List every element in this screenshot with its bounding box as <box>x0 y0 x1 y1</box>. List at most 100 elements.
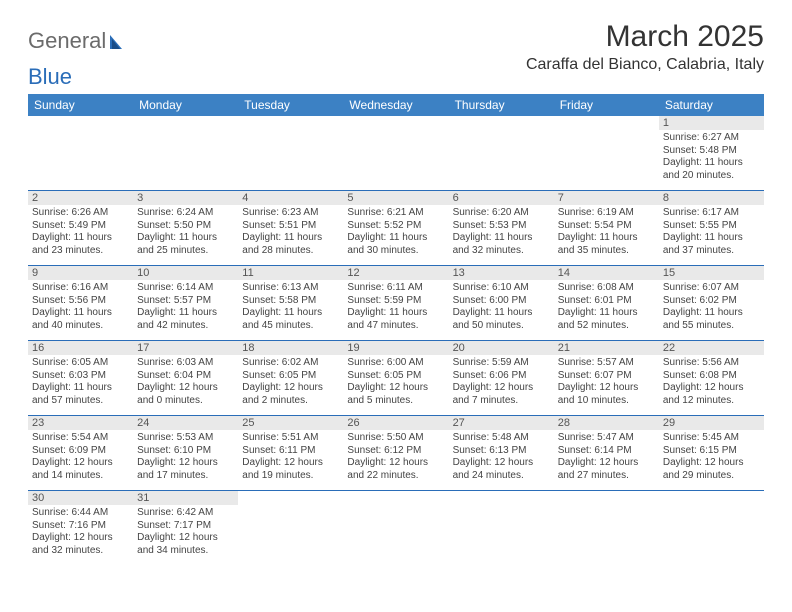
sunrise-text: Sunrise: 6:23 AM <box>242 207 339 220</box>
daylight-text: Daylight: 11 hours and 42 minutes. <box>137 307 234 332</box>
day-details: Sunrise: 6:14 AMSunset: 5:57 PMDaylight:… <box>133 280 238 334</box>
sunset-text: Sunset: 6:11 PM <box>242 445 339 458</box>
calendar-day-cell: 11Sunrise: 6:13 AMSunset: 5:58 PMDayligh… <box>238 266 343 341</box>
sunrise-text: Sunrise: 6:19 AM <box>558 207 655 220</box>
daylight-text: Daylight: 11 hours and 28 minutes. <box>242 232 339 257</box>
day-details: Sunrise: 6:07 AMSunset: 6:02 PMDaylight:… <box>659 280 764 334</box>
calendar-day-cell: 3Sunrise: 6:24 AMSunset: 5:50 PMDaylight… <box>133 191 238 266</box>
sunrise-text: Sunrise: 6:13 AM <box>242 282 339 295</box>
calendar-day-cell <box>659 491 764 566</box>
calendar-day-cell <box>554 116 659 191</box>
sunrise-text: Sunrise: 6:11 AM <box>347 282 444 295</box>
calendar-table: SundayMondayTuesdayWednesdayThursdayFrid… <box>28 94 764 565</box>
sunset-text: Sunset: 6:06 PM <box>453 370 550 383</box>
day-details: Sunrise: 6:05 AMSunset: 6:03 PMDaylight:… <box>28 355 133 409</box>
day-number: 29 <box>659 416 764 430</box>
sunset-text: Sunset: 5:56 PM <box>32 295 129 308</box>
sunset-text: Sunset: 7:17 PM <box>137 520 234 533</box>
sunset-text: Sunset: 6:01 PM <box>558 295 655 308</box>
calendar-day-cell <box>449 491 554 566</box>
day-details: Sunrise: 6:17 AMSunset: 5:55 PMDaylight:… <box>659 205 764 259</box>
sunset-text: Sunset: 6:05 PM <box>242 370 339 383</box>
calendar-day-cell: 12Sunrise: 6:11 AMSunset: 5:59 PMDayligh… <box>343 266 448 341</box>
sunrise-text: Sunrise: 6:42 AM <box>137 507 234 520</box>
sunrise-text: Sunrise: 6:00 AM <box>347 357 444 370</box>
logo-text-2: Blue <box>28 64 764 90</box>
day-details: Sunrise: 6:19 AMSunset: 5:54 PMDaylight:… <box>554 205 659 259</box>
calendar-week-row: 2Sunrise: 6:26 AMSunset: 5:49 PMDaylight… <box>28 191 764 266</box>
day-details: Sunrise: 6:42 AMSunset: 7:17 PMDaylight:… <box>133 505 238 559</box>
calendar-day-cell: 8Sunrise: 6:17 AMSunset: 5:55 PMDaylight… <box>659 191 764 266</box>
calendar-day-cell: 6Sunrise: 6:20 AMSunset: 5:53 PMDaylight… <box>449 191 554 266</box>
day-details: Sunrise: 6:10 AMSunset: 6:00 PMDaylight:… <box>449 280 554 334</box>
calendar-week-row: 23Sunrise: 5:54 AMSunset: 6:09 PMDayligh… <box>28 416 764 491</box>
daylight-text: Daylight: 11 hours and 23 minutes. <box>32 232 129 257</box>
calendar-day-cell: 19Sunrise: 6:00 AMSunset: 6:05 PMDayligh… <box>343 341 448 416</box>
sunrise-text: Sunrise: 6:02 AM <box>242 357 339 370</box>
calendar-day-cell <box>554 491 659 566</box>
sunset-text: Sunset: 5:54 PM <box>558 220 655 233</box>
calendar-day-cell: 13Sunrise: 6:10 AMSunset: 6:00 PMDayligh… <box>449 266 554 341</box>
dow-header: Tuesday <box>238 94 343 116</box>
day-number: 17 <box>133 341 238 355</box>
sunset-text: Sunset: 7:16 PM <box>32 520 129 533</box>
day-details: Sunrise: 6:02 AMSunset: 6:05 PMDaylight:… <box>238 355 343 409</box>
dow-header: Wednesday <box>343 94 448 116</box>
day-number: 11 <box>238 266 343 280</box>
calendar-day-cell: 26Sunrise: 5:50 AMSunset: 6:12 PMDayligh… <box>343 416 448 491</box>
sunrise-text: Sunrise: 6:07 AM <box>663 282 760 295</box>
page-title: March 2025 <box>526 20 764 54</box>
daylight-text: Daylight: 11 hours and 37 minutes. <box>663 232 760 257</box>
calendar-day-cell: 29Sunrise: 5:45 AMSunset: 6:15 PMDayligh… <box>659 416 764 491</box>
calendar-day-cell: 2Sunrise: 6:26 AMSunset: 5:49 PMDaylight… <box>28 191 133 266</box>
sunrise-text: Sunrise: 5:54 AM <box>32 432 129 445</box>
sunset-text: Sunset: 5:48 PM <box>663 145 760 158</box>
daylight-text: Daylight: 12 hours and 29 minutes. <box>663 457 760 482</box>
dow-header: Friday <box>554 94 659 116</box>
logo-text-1: General <box>28 28 106 54</box>
calendar-day-cell: 1Sunrise: 6:27 AMSunset: 5:48 PMDaylight… <box>659 116 764 191</box>
day-number: 8 <box>659 191 764 205</box>
calendar-day-cell <box>238 491 343 566</box>
day-number: 13 <box>449 266 554 280</box>
day-details: Sunrise: 5:53 AMSunset: 6:10 PMDaylight:… <box>133 430 238 484</box>
sunset-text: Sunset: 5:59 PM <box>347 295 444 308</box>
sunset-text: Sunset: 6:09 PM <box>32 445 129 458</box>
sunset-text: Sunset: 6:02 PM <box>663 295 760 308</box>
day-details: Sunrise: 6:21 AMSunset: 5:52 PMDaylight:… <box>343 205 448 259</box>
daylight-text: Daylight: 11 hours and 30 minutes. <box>347 232 444 257</box>
sunset-text: Sunset: 6:00 PM <box>453 295 550 308</box>
daylight-text: Daylight: 12 hours and 19 minutes. <box>242 457 339 482</box>
day-details: Sunrise: 6:44 AMSunset: 7:16 PMDaylight:… <box>28 505 133 559</box>
sunset-text: Sunset: 6:15 PM <box>663 445 760 458</box>
logo-sail-icon <box>108 33 128 51</box>
sunrise-text: Sunrise: 6:03 AM <box>137 357 234 370</box>
day-details: Sunrise: 5:47 AMSunset: 6:14 PMDaylight:… <box>554 430 659 484</box>
day-number: 24 <box>133 416 238 430</box>
calendar-day-cell: 18Sunrise: 6:02 AMSunset: 6:05 PMDayligh… <box>238 341 343 416</box>
day-details: Sunrise: 6:11 AMSunset: 5:59 PMDaylight:… <box>343 280 448 334</box>
calendar-day-cell: 14Sunrise: 6:08 AMSunset: 6:01 PMDayligh… <box>554 266 659 341</box>
day-details: Sunrise: 5:57 AMSunset: 6:07 PMDaylight:… <box>554 355 659 409</box>
day-details: Sunrise: 5:45 AMSunset: 6:15 PMDaylight:… <box>659 430 764 484</box>
calendar-week-row: 30Sunrise: 6:44 AMSunset: 7:16 PMDayligh… <box>28 491 764 566</box>
daylight-text: Daylight: 11 hours and 57 minutes. <box>32 382 129 407</box>
calendar-day-cell: 27Sunrise: 5:48 AMSunset: 6:13 PMDayligh… <box>449 416 554 491</box>
calendar-day-cell: 30Sunrise: 6:44 AMSunset: 7:16 PMDayligh… <box>28 491 133 566</box>
day-details: Sunrise: 6:08 AMSunset: 6:01 PMDaylight:… <box>554 280 659 334</box>
day-number: 18 <box>238 341 343 355</box>
calendar-day-cell: 4Sunrise: 6:23 AMSunset: 5:51 PMDaylight… <box>238 191 343 266</box>
sunrise-text: Sunrise: 5:45 AM <box>663 432 760 445</box>
day-details: Sunrise: 5:56 AMSunset: 6:08 PMDaylight:… <box>659 355 764 409</box>
day-number: 1 <box>659 116 764 130</box>
calendar-day-cell <box>449 116 554 191</box>
calendar-day-cell: 24Sunrise: 5:53 AMSunset: 6:10 PMDayligh… <box>133 416 238 491</box>
calendar-day-cell <box>133 116 238 191</box>
daylight-text: Daylight: 11 hours and 40 minutes. <box>32 307 129 332</box>
calendar-day-cell: 23Sunrise: 5:54 AMSunset: 6:09 PMDayligh… <box>28 416 133 491</box>
calendar-day-cell: 16Sunrise: 6:05 AMSunset: 6:03 PMDayligh… <box>28 341 133 416</box>
day-number: 26 <box>343 416 448 430</box>
day-details: Sunrise: 5:59 AMSunset: 6:06 PMDaylight:… <box>449 355 554 409</box>
daylight-text: Daylight: 12 hours and 32 minutes. <box>32 532 129 557</box>
day-number: 16 <box>28 341 133 355</box>
